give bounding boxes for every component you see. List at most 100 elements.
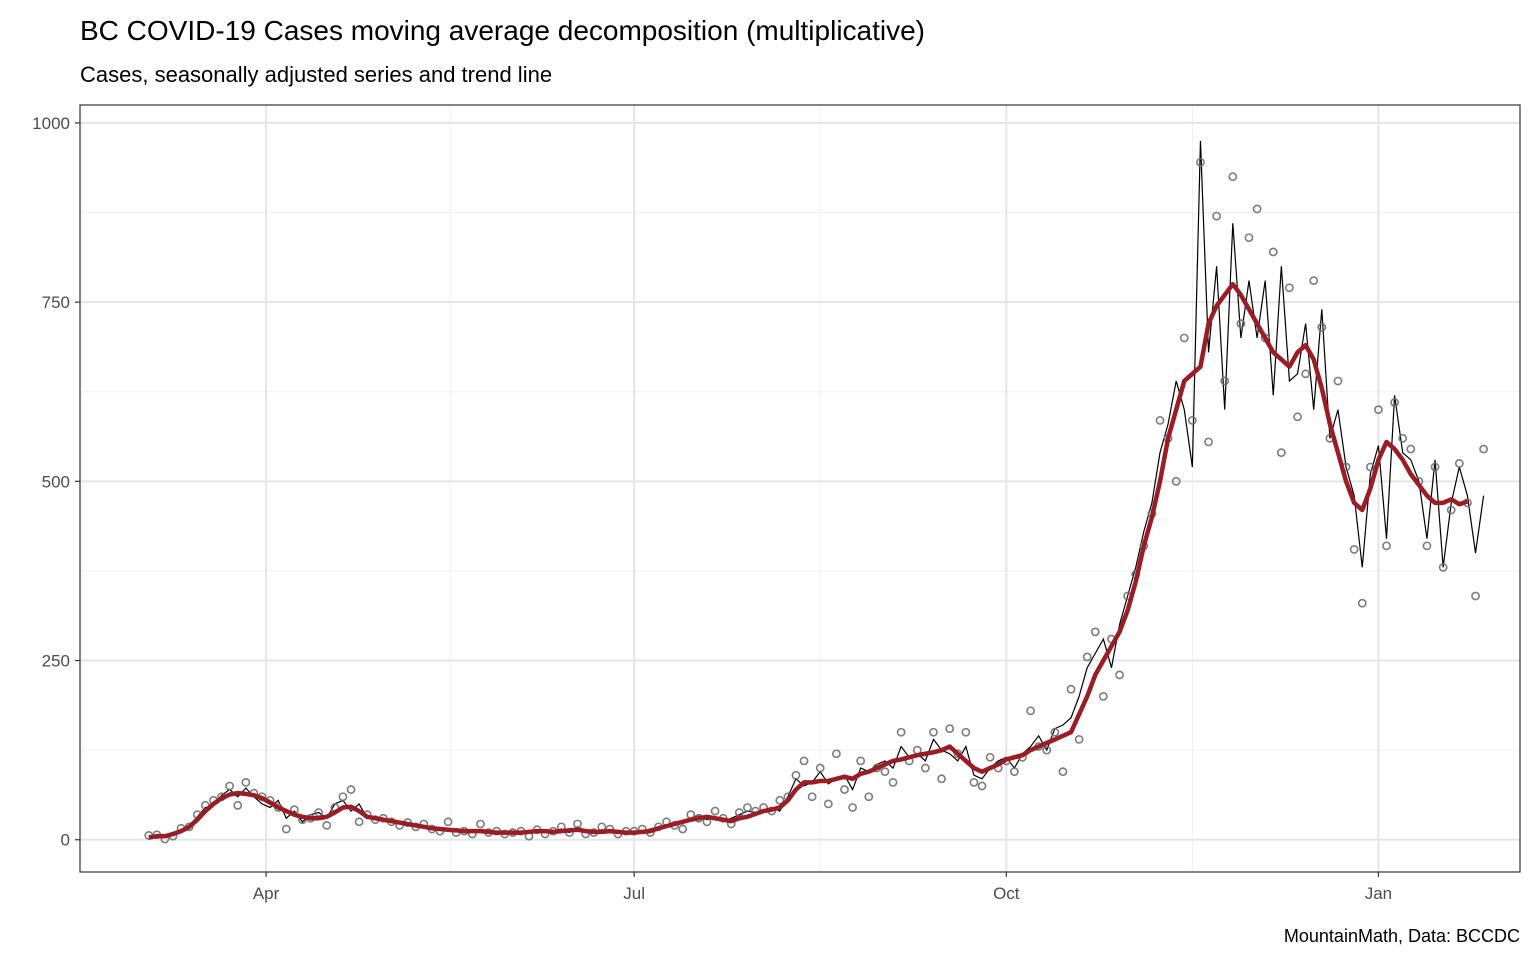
- observed-point: [969, 777, 979, 787]
- observed-point: [1422, 541, 1432, 551]
- observed-point: [346, 785, 356, 794]
- observed-point: [1374, 405, 1383, 415]
- observed-point: [1212, 211, 1222, 221]
- y-tick-label: 250: [42, 652, 70, 671]
- observed-point: [896, 727, 906, 737]
- chart-subtitle: Cases, seasonally adjusted series and tr…: [80, 62, 552, 87]
- observed-point: [929, 727, 938, 737]
- observed-point: [1365, 462, 1375, 472]
- x-tick-label: Apr: [253, 884, 280, 903]
- observed-point: [1244, 233, 1254, 243]
- observed-point: [1268, 247, 1278, 257]
- y-tick-label: 500: [42, 472, 70, 491]
- observed-point: [1187, 416, 1197, 425]
- observed-point: [1042, 745, 1052, 755]
- observed-point: [1026, 706, 1035, 716]
- observed-point: [1333, 376, 1343, 386]
- observed-point: [1293, 412, 1302, 422]
- y-tick-label: 0: [61, 831, 70, 850]
- observed-point: [1398, 433, 1408, 443]
- observed-point: [1438, 562, 1448, 572]
- observed-point: [1390, 398, 1400, 407]
- observed-point: [985, 752, 995, 762]
- observed-point: [1349, 545, 1359, 554]
- observed-point: [888, 777, 898, 787]
- observed-point: [281, 824, 291, 834]
- observed-point: [864, 792, 874, 802]
- trend-line: [148, 281, 1469, 840]
- x-tick-label: Jul: [623, 884, 645, 903]
- observed-point: [1090, 627, 1100, 637]
- observed-point: [799, 756, 809, 766]
- observed-point: [1171, 476, 1181, 486]
- panel-border: [79, 104, 1521, 873]
- observed-point: [1479, 444, 1488, 454]
- observed-point: [1285, 283, 1294, 293]
- observed-point: [1317, 322, 1327, 332]
- observed-point: [848, 803, 857, 812]
- observed-point: [1228, 172, 1238, 182]
- observed-point: [443, 817, 453, 827]
- observed-point: [953, 749, 963, 759]
- observed-point: [354, 817, 364, 827]
- observed-point: [1196, 157, 1205, 167]
- observed-point: [815, 763, 825, 773]
- x-tick-label: Oct: [993, 884, 1020, 903]
- observed-point: [1406, 444, 1416, 454]
- plot-marks: [144, 140, 1488, 844]
- observed-point: [1074, 734, 1084, 744]
- observed-point: [791, 770, 801, 780]
- observed-point: [1204, 437, 1213, 447]
- chart-title: BC COVID-19 Cases moving average decompo…: [80, 15, 925, 46]
- observed-point: [678, 824, 688, 834]
- seasonally-adjusted-line: [148, 140, 1485, 839]
- observed-point: [1446, 505, 1456, 515]
- observed-point: [880, 767, 890, 777]
- observed-point: [1155, 416, 1165, 425]
- observed-point: [1082, 652, 1092, 662]
- observed-point: [241, 777, 251, 787]
- observed-point: [1471, 591, 1480, 601]
- observed-point: [225, 781, 235, 791]
- observed-point: [1050, 727, 1060, 737]
- observed-point: [1301, 369, 1311, 379]
- observed-point: [743, 803, 752, 812]
- observed-point: [1115, 670, 1124, 680]
- observed-point: [1058, 767, 1068, 777]
- observed-point: [961, 727, 971, 737]
- observed-point: [977, 781, 987, 791]
- grid: [80, 105, 1520, 872]
- observed-point: [1382, 541, 1391, 551]
- observed-point: [710, 806, 720, 816]
- observed-point: [1009, 767, 1019, 777]
- observed-point: [1357, 598, 1367, 608]
- axes: 0 250 500 750 1000 Apr Jul Oct Jan: [32, 114, 1392, 903]
- observed-point: [1454, 459, 1464, 468]
- observed-point: [1309, 276, 1319, 286]
- observed-point: [1220, 376, 1230, 386]
- observed-point: [1098, 691, 1108, 701]
- observed-point: [1236, 319, 1246, 329]
- observed-point: [1430, 462, 1440, 472]
- observed-point: [338, 792, 348, 802]
- observed-point: [945, 724, 955, 734]
- x-tick-label: Jan: [1365, 884, 1392, 903]
- observed-point: [840, 785, 849, 794]
- observed-point: [807, 792, 817, 802]
- observed-point: [1066, 684, 1076, 694]
- observed-point: [1276, 448, 1286, 458]
- observed-point: [856, 756, 866, 766]
- observed-point: [775, 795, 785, 805]
- y-tick-label: 750: [42, 293, 70, 312]
- observed-point: [1252, 204, 1262, 214]
- observed-point: [1179, 333, 1189, 343]
- observed-point: [937, 774, 946, 784]
- chart-caption: MountainMath, Data: BCCDC: [1284, 926, 1520, 946]
- observed-point: [832, 749, 841, 759]
- y-tick-label: 1000: [32, 114, 70, 133]
- observed-point: [322, 821, 332, 830]
- observed-point: [823, 799, 833, 809]
- observed-point: [476, 819, 485, 829]
- observed-point: [233, 800, 243, 810]
